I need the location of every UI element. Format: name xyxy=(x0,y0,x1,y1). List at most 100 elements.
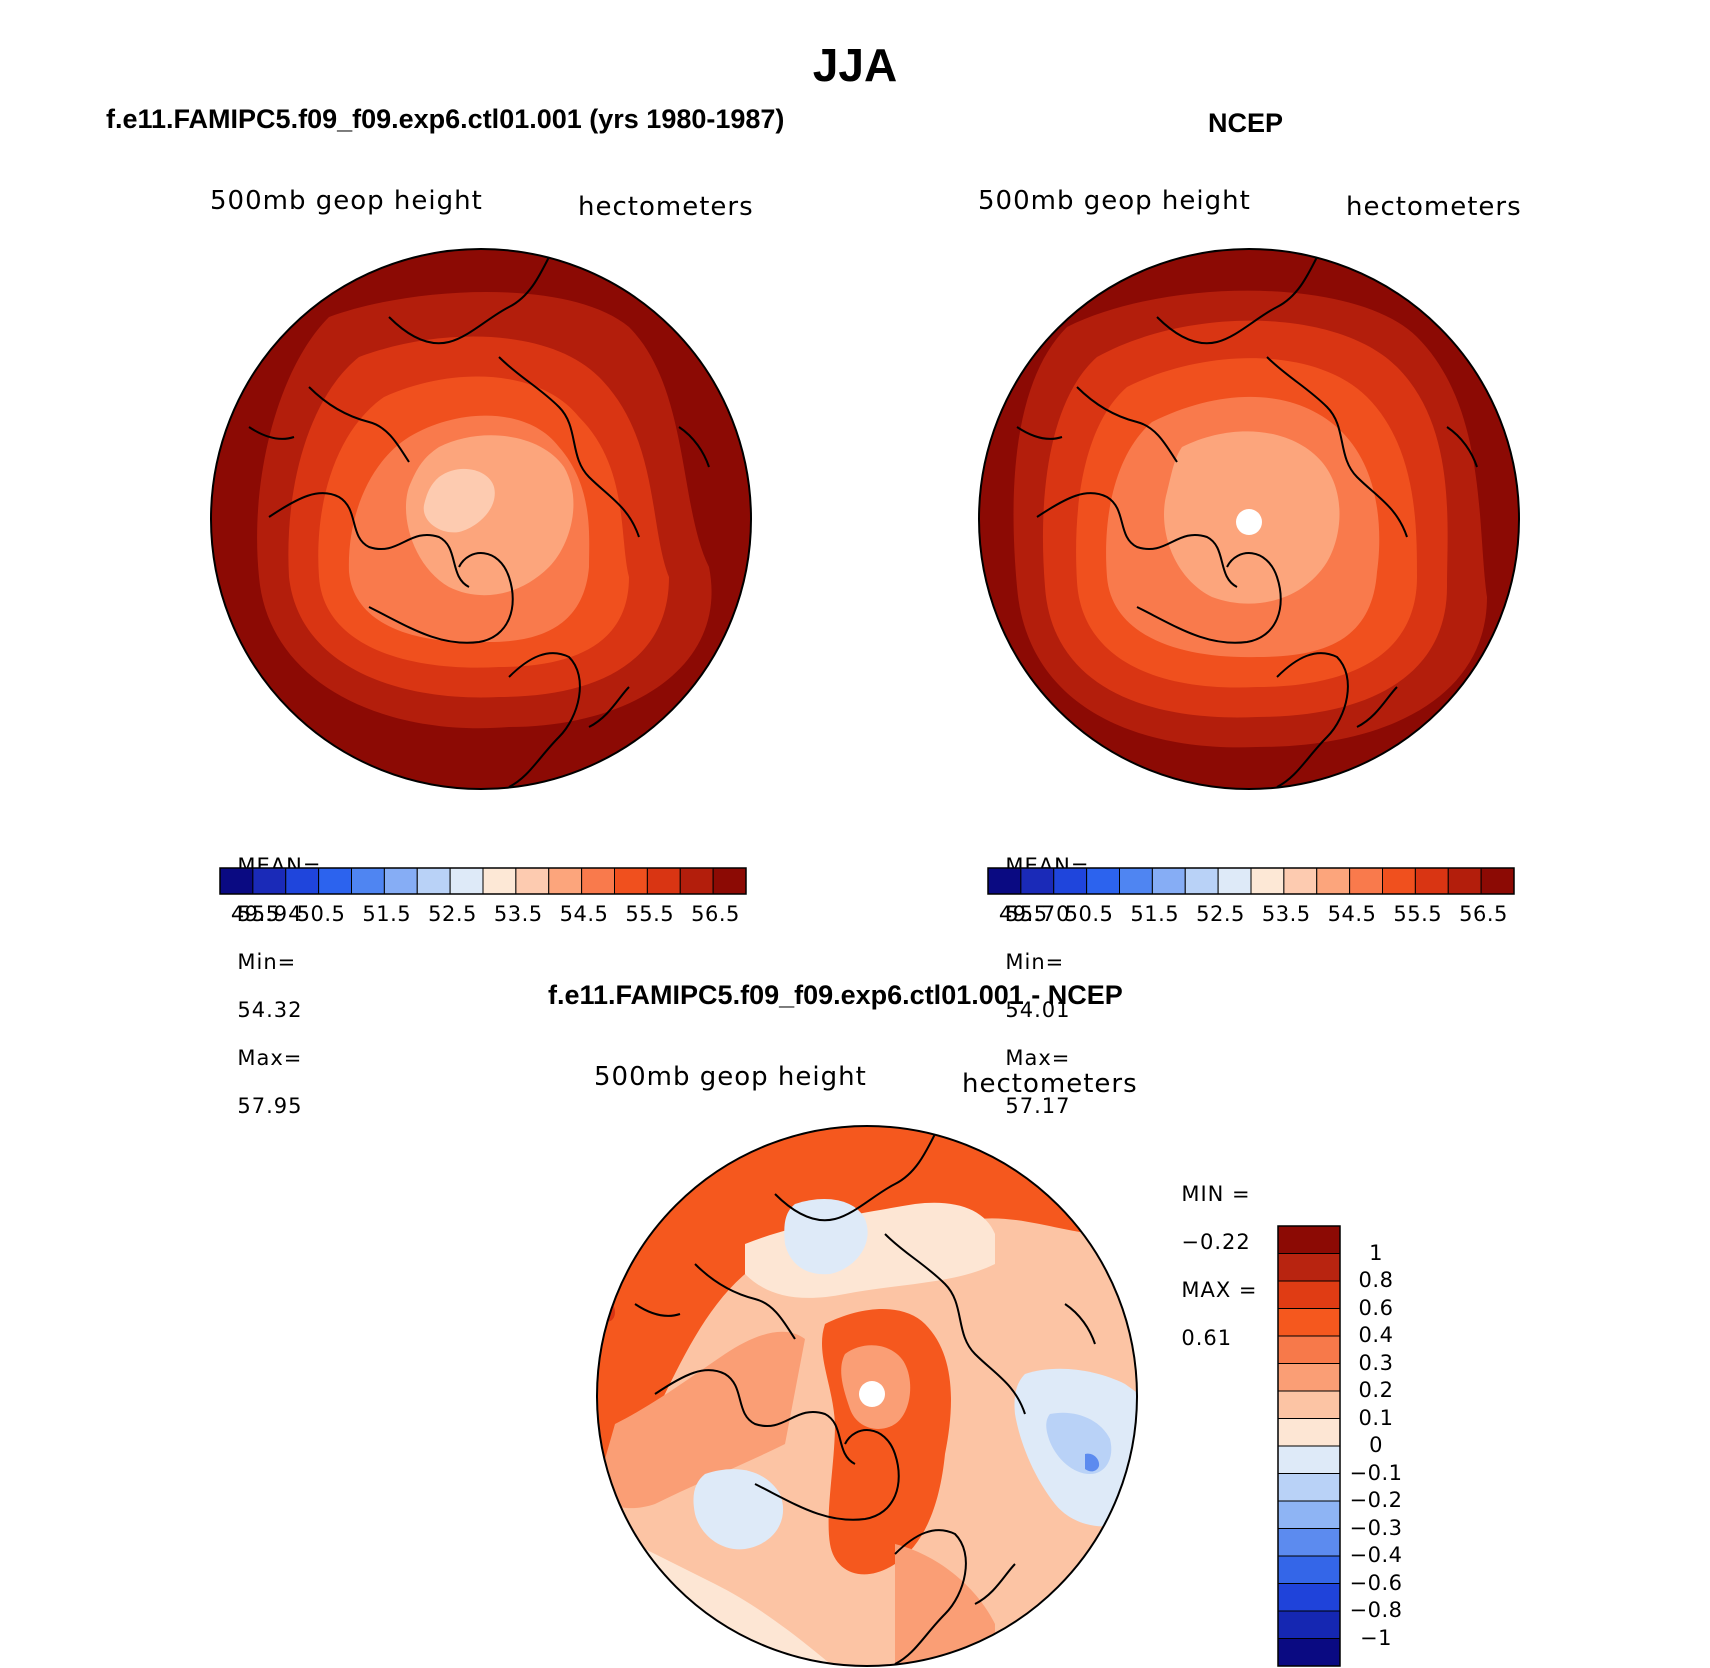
colorbar-swatch xyxy=(1086,867,1120,895)
colorbar-swatch xyxy=(1250,867,1285,895)
colorbar-swatch xyxy=(581,867,615,895)
colorbar-tick-label: 50.5 xyxy=(296,902,346,926)
colorbar-swatch xyxy=(351,867,385,895)
colorbar-tick-label: 0.6 xyxy=(1358,1295,1394,1320)
colorbar-swatch xyxy=(1277,1308,1341,1337)
model-mean-value: 55.94 xyxy=(237,902,303,926)
model-colorbar xyxy=(219,867,747,895)
colorbar-swatch xyxy=(1020,867,1055,895)
colorbar-swatch xyxy=(614,867,648,895)
colorbar-tick-label: −0.8 xyxy=(1349,1598,1403,1622)
colorbar-tick-label: 55.5 xyxy=(1393,902,1443,926)
colorbar-tick-label: −0.4 xyxy=(1349,1543,1403,1567)
diff-min-label: MIN = xyxy=(1181,1182,1251,1206)
colorbar-tick-label: 49.5 xyxy=(998,902,1048,926)
colorbar-tick-label: 50.5 xyxy=(1064,902,1114,926)
colorbar-swatch xyxy=(1277,1528,1341,1557)
colorbar-tick-label: 0.8 xyxy=(1358,1268,1394,1292)
colorbar-swatch xyxy=(219,867,254,895)
colorbar-swatch xyxy=(1277,1445,1341,1474)
colorbar-swatch xyxy=(285,867,320,895)
colorbar-swatch xyxy=(1277,1610,1341,1639)
colorbar-swatch xyxy=(1277,1473,1341,1502)
figure-title: JJA xyxy=(812,39,898,91)
colorbar-swatch xyxy=(449,867,484,895)
colorbar-swatch xyxy=(1349,867,1383,895)
colorbar-swatch xyxy=(1277,1500,1341,1529)
colorbar-swatch xyxy=(1277,1555,1341,1584)
colorbar-swatch xyxy=(383,867,418,895)
colorbar-swatch xyxy=(1382,867,1416,895)
colorbar-tick-label: 53.5 xyxy=(1261,902,1311,926)
obs-mean-value: 55.70 xyxy=(1005,902,1071,926)
colorbar-swatch xyxy=(1277,1418,1341,1447)
obs-colorbar xyxy=(987,867,1515,895)
obs-polar-map xyxy=(978,248,1520,790)
colorbar-swatch xyxy=(1277,1253,1341,1282)
colorbar-tick-label: 0.4 xyxy=(1358,1323,1394,1347)
colorbar-tick-label: 55.5 xyxy=(625,902,675,926)
colorbar-tick-label: 0.2 xyxy=(1358,1378,1394,1402)
colorbar-frame xyxy=(987,867,1515,895)
diff-panel-title: f.e11.FAMIPC5.f09_f09.exp6.ctl01.001 - N… xyxy=(548,980,1123,1010)
obs-units-label: hectometers xyxy=(1346,192,1522,222)
colorbar-swatch xyxy=(712,867,747,895)
colorbar-swatch xyxy=(1277,1390,1341,1419)
colorbar-swatch xyxy=(548,867,583,895)
obs-min-label: Min= xyxy=(1005,950,1065,974)
diff-polar-map xyxy=(596,1125,1138,1667)
colorbar-tick-label: −1 xyxy=(1360,1625,1392,1650)
colorbar-tick-label: −0.1 xyxy=(1349,1460,1403,1485)
colorbar-swatch xyxy=(1151,867,1186,895)
colorbar-swatch xyxy=(1316,867,1351,895)
colorbar-tick-label: 54.5 xyxy=(559,902,609,926)
obs-panel-title: NCEP xyxy=(1208,108,1284,138)
colorbar-tick-label: 52.5 xyxy=(1196,902,1245,926)
colorbar-tick-label: 0 xyxy=(1369,1433,1383,1457)
colorbar-swatch xyxy=(987,867,1022,895)
diff-max-label: MAX = xyxy=(1181,1278,1258,1302)
colorbar-swatch xyxy=(1277,1335,1341,1364)
obs-field-label: 500mb geop height xyxy=(978,186,1251,216)
colorbar-swatch xyxy=(1414,867,1449,895)
colorbar-frame xyxy=(219,867,747,895)
model-min-value: 54.32 xyxy=(237,998,303,1022)
colorbar-swatch xyxy=(1277,1638,1341,1667)
obs-max-label: Max= xyxy=(1005,1046,1071,1070)
colorbar-tick-label: −0.6 xyxy=(1349,1570,1403,1595)
colorbar-swatch xyxy=(646,867,681,895)
colorbar-tick-label: 0.3 xyxy=(1358,1350,1394,1375)
colorbar-swatch xyxy=(1283,867,1318,895)
model-units-label: hectometers xyxy=(578,192,754,222)
colorbar-tick-label: 52.5 xyxy=(428,902,477,926)
model-field-label: 500mb geop height xyxy=(210,186,483,216)
colorbar-tick-label: 1 xyxy=(1369,1240,1383,1265)
colorbar-swatch xyxy=(1184,867,1219,895)
colorbar-swatch xyxy=(1277,1363,1341,1392)
model-min-label: Min= xyxy=(237,950,297,974)
colorbar-tick-label: 54.5 xyxy=(1327,902,1377,926)
obs-min-value: 54.01 xyxy=(1005,998,1071,1022)
colorbar-swatch xyxy=(482,867,517,895)
colorbar-swatch xyxy=(1277,1280,1341,1309)
colorbar-tick-label: 56.5 xyxy=(1459,902,1508,926)
colorbar-swatch xyxy=(1277,1583,1341,1612)
colorbar-swatch xyxy=(1119,867,1153,895)
colorbar-tick-label: 51.5 xyxy=(1130,902,1180,926)
colorbar-swatch xyxy=(1217,867,1252,895)
diff-units-label: hectometers xyxy=(962,1069,1138,1099)
colorbar-swatch xyxy=(252,867,287,895)
colorbar-tick-label: 51.5 xyxy=(362,902,412,926)
diff-max-value: 0.61 xyxy=(1181,1326,1233,1350)
diff-field-label: 500mb geop height xyxy=(594,1062,867,1092)
diff-colorbar xyxy=(1277,1225,1341,1667)
colorbar-swatch xyxy=(1480,867,1515,895)
colorbar-swatch xyxy=(1447,867,1482,895)
colorbar-swatch xyxy=(416,867,451,895)
model-max-label: Max= xyxy=(237,1046,303,1070)
colorbar-swatch xyxy=(1277,1225,1341,1254)
colorbar-tick-label: −0.3 xyxy=(1349,1515,1403,1540)
colorbar-tick-label: −0.2 xyxy=(1349,1488,1403,1512)
colorbar-tick-label: 53.5 xyxy=(493,902,543,926)
model-max-value: 57.95 xyxy=(237,1094,303,1118)
